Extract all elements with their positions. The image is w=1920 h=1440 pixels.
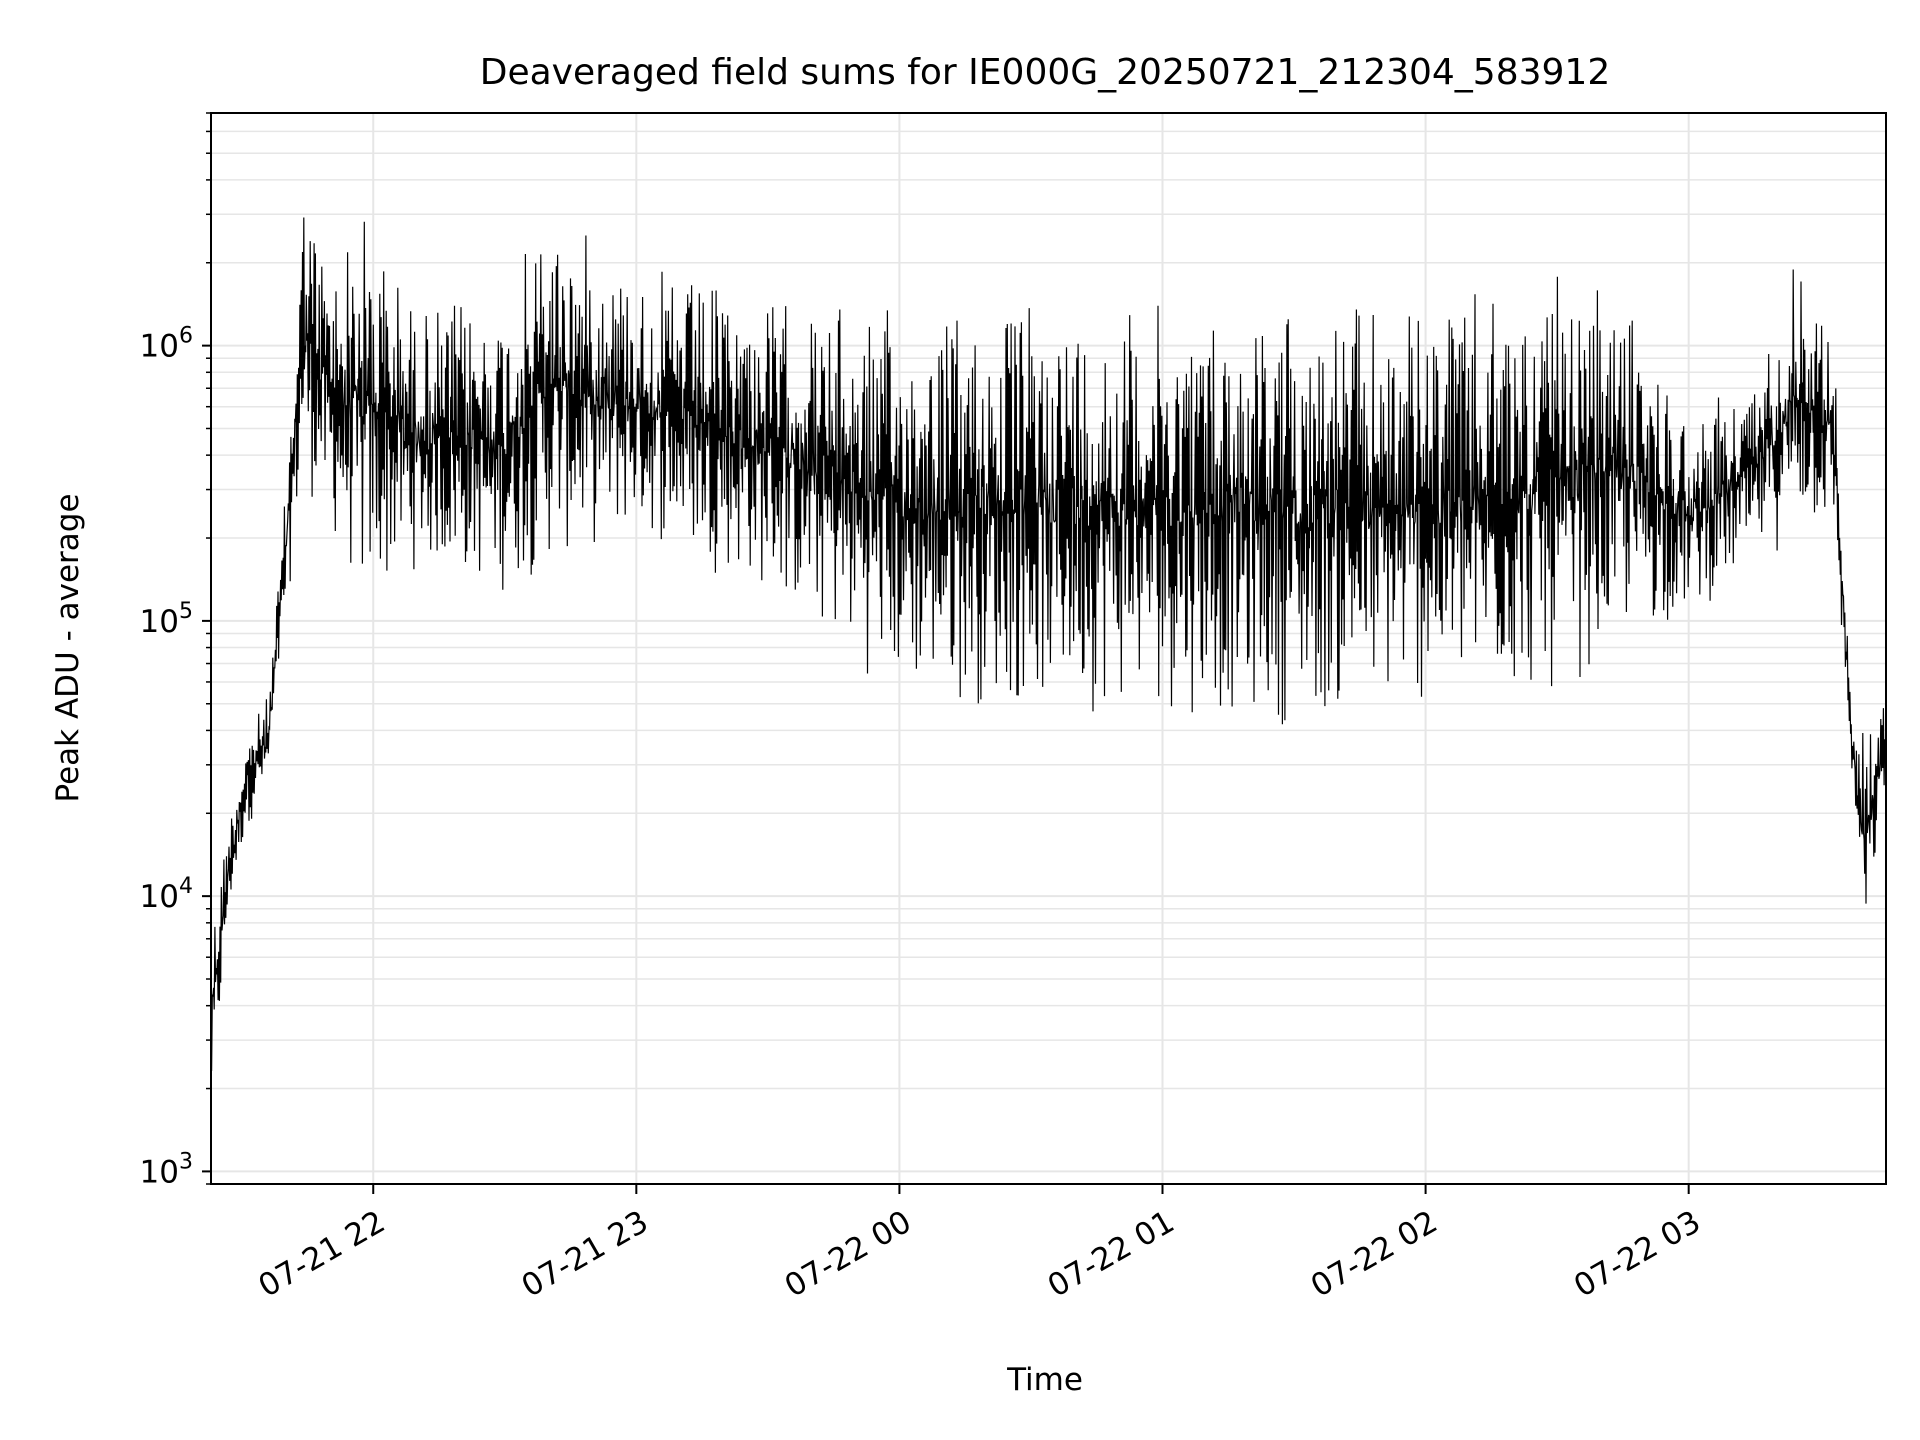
grid-lines <box>211 112 1886 1185</box>
x-axis-label: Time <box>1006 1362 1083 1398</box>
x-tick-label: 07-21 23 <box>516 1204 655 1305</box>
y-axis: 103 104 105 106 <box>140 112 211 1190</box>
data-series <box>210 217 1887 1071</box>
x-tick-label: 07-22 00 <box>779 1204 918 1305</box>
y-tick-label: 106 <box>140 324 193 365</box>
x-tick-label: 07-21 22 <box>253 1204 392 1305</box>
y-tick-label: 105 <box>140 599 193 640</box>
series-line <box>210 217 1887 1071</box>
plot-area-frame <box>210 112 1887 1185</box>
y-tick-label: 103 <box>140 1149 193 1190</box>
chart-title: Deaveraged field sums for IE000G_2025072… <box>480 52 1611 93</box>
x-tick-label: 07-22 02 <box>1305 1204 1444 1305</box>
x-axis: 07-21 22 07-21 23 07-22 00 07-22 01 07-22 02… <box>253 1184 1707 1305</box>
x-tick-label: 07-22 01 <box>1042 1204 1181 1305</box>
x-tick-label: 07-22 03 <box>1568 1204 1707 1305</box>
y-axis-label: Peak ADU - average <box>50 493 86 802</box>
y-tick-label: 104 <box>140 874 193 915</box>
